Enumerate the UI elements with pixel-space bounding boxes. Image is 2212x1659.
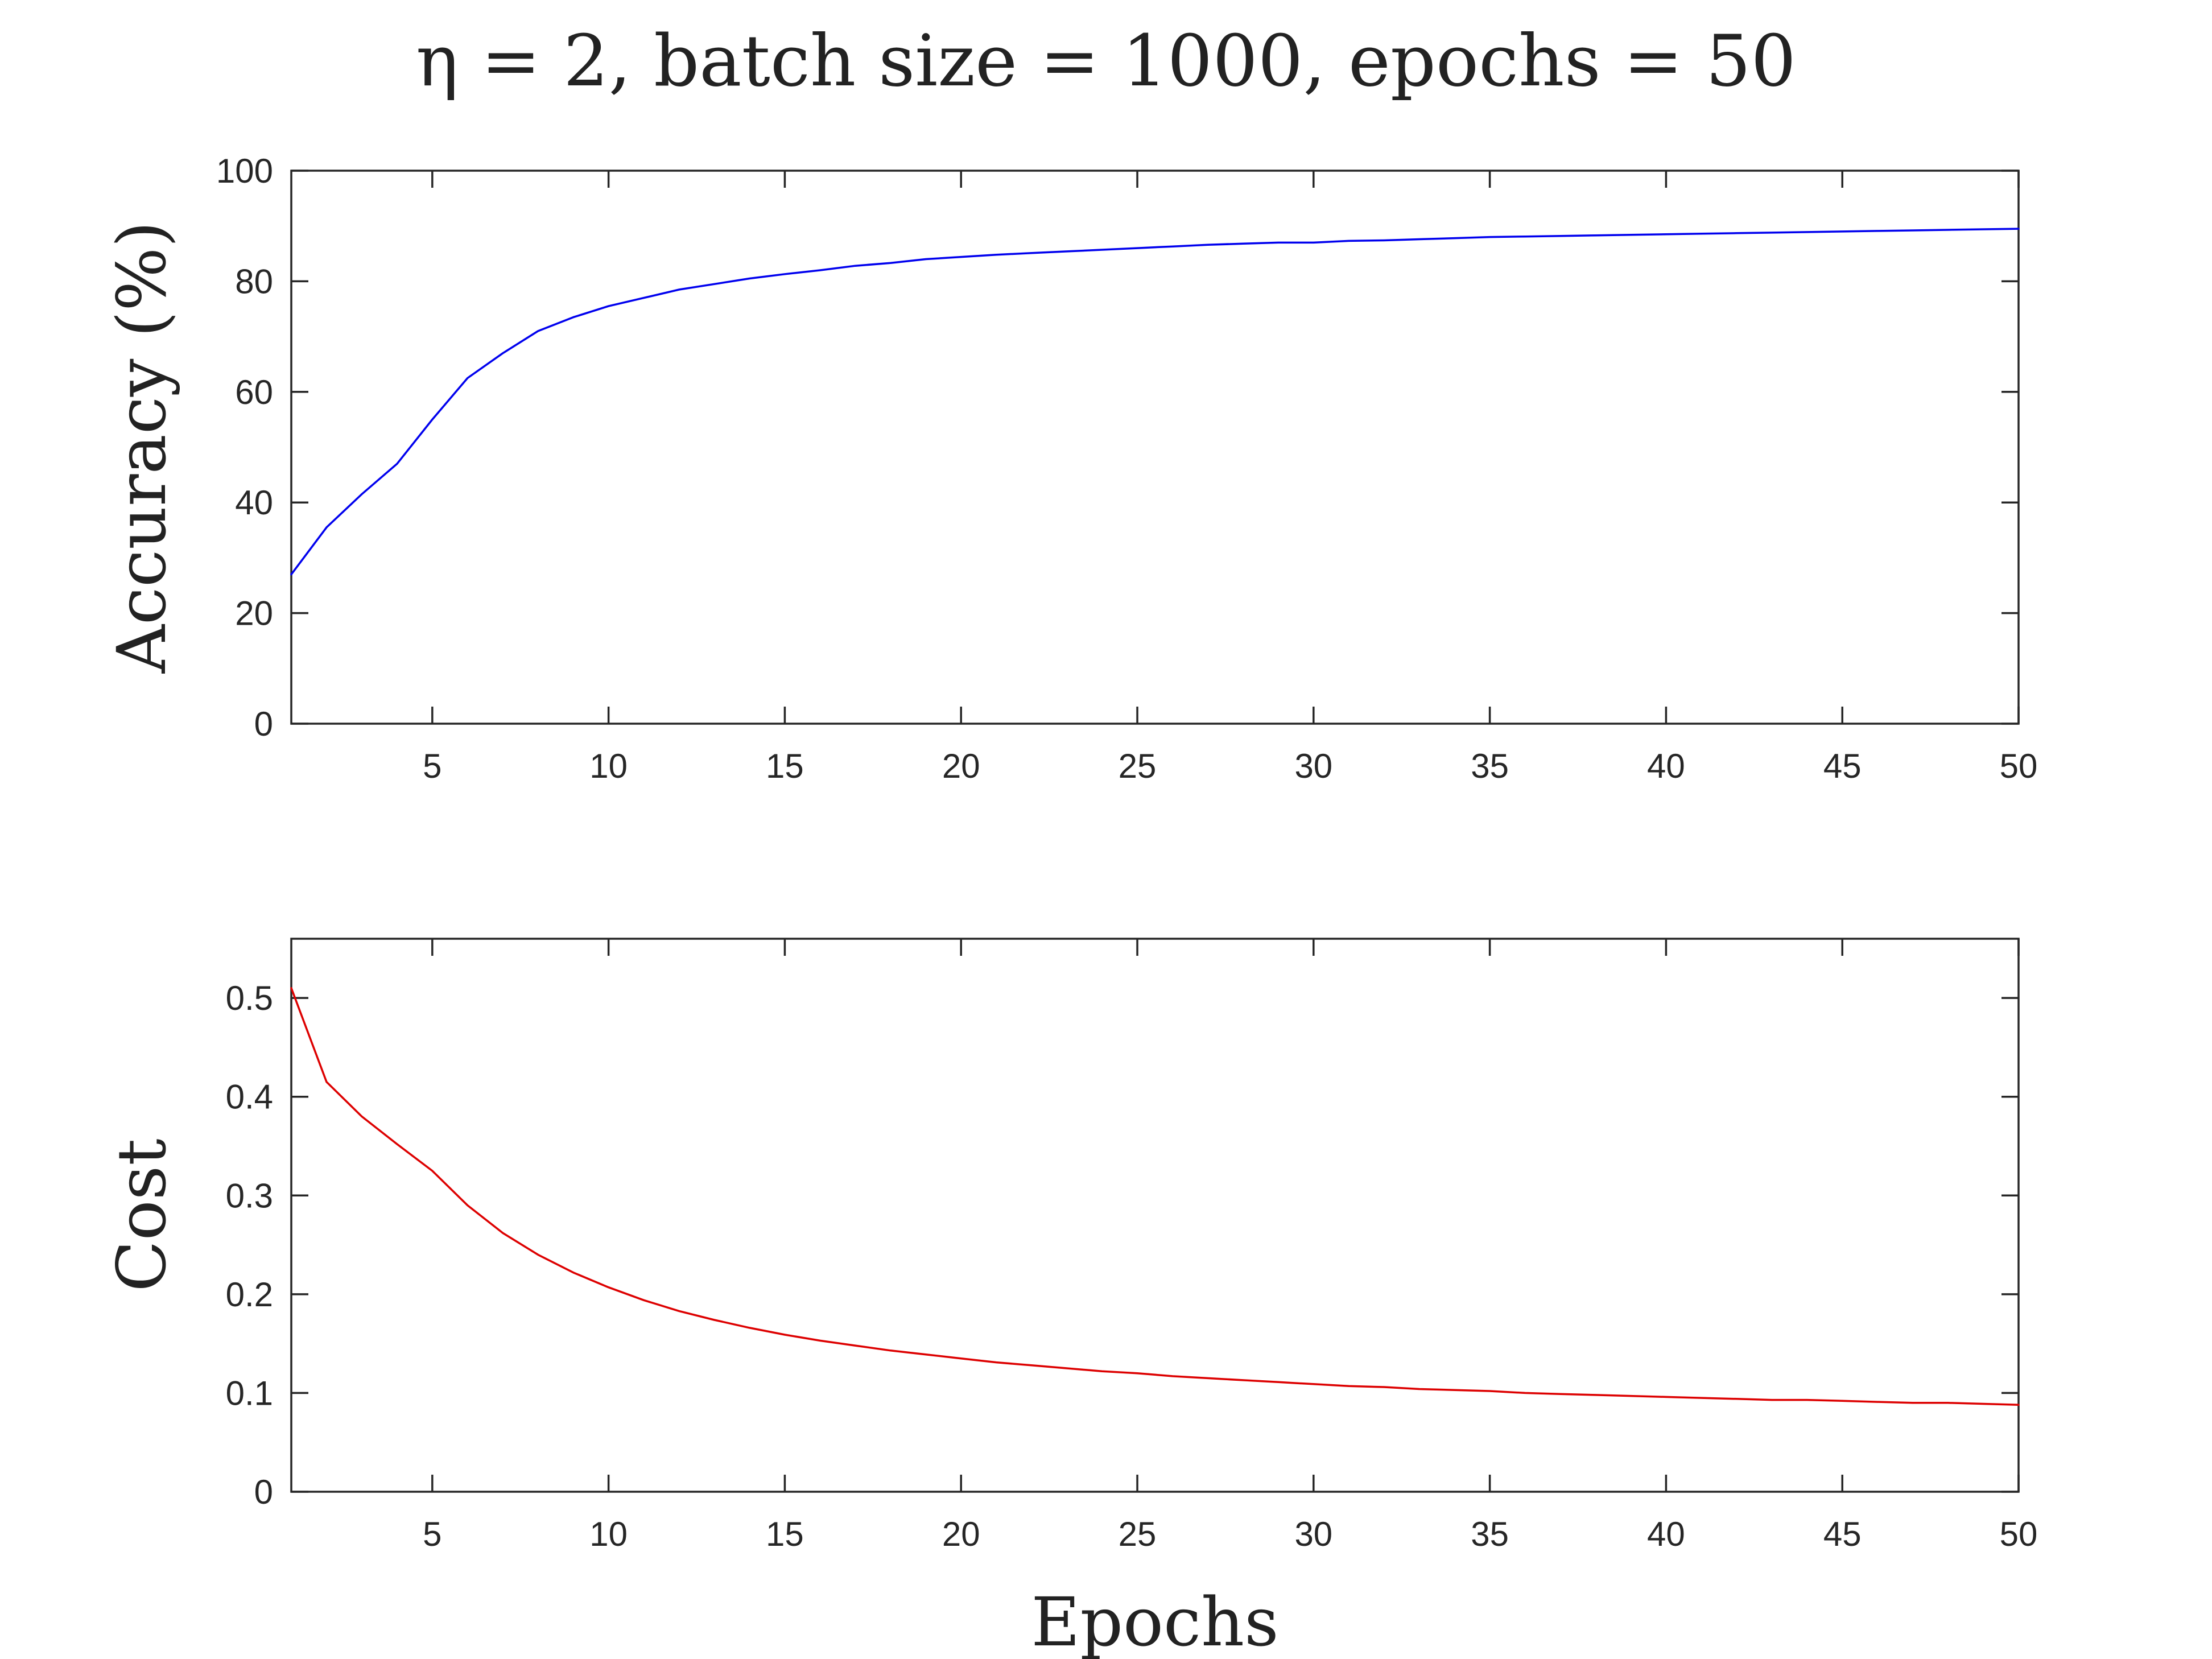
cost-x-tick-label: 20 bbox=[942, 1515, 980, 1553]
cost-y-tick-label: 0.4 bbox=[226, 1078, 273, 1116]
cost-x-tick-label: 45 bbox=[1823, 1515, 1862, 1553]
cost-x-tick-label: 15 bbox=[766, 1515, 804, 1553]
cost-x-tick-label: 30 bbox=[1294, 1515, 1332, 1553]
figure-title: η = 2, batch size = 1000, epochs = 50 bbox=[416, 20, 1796, 102]
accuracy-y-axis-label: Accuracy (%) bbox=[102, 221, 181, 674]
cost-y-tick-label: 0.2 bbox=[226, 1276, 273, 1314]
accuracy-x-tick-label: 40 bbox=[1647, 747, 1685, 785]
accuracy-y-tick-label: 80 bbox=[235, 262, 273, 300]
accuracy-x-tick-label: 50 bbox=[2000, 747, 2038, 785]
accuracy-x-tick-label: 35 bbox=[1471, 747, 1509, 785]
cost-x-tick-label: 35 bbox=[1471, 1515, 1509, 1553]
accuracy-series-line bbox=[290, 228, 2020, 576]
accuracy-y-tick-label: 40 bbox=[235, 484, 273, 522]
accuracy-x-tick-label: 25 bbox=[1119, 747, 1157, 785]
cost-y-axis-label: Cost bbox=[102, 1138, 181, 1291]
accuracy-x-tick-label: 30 bbox=[1294, 747, 1332, 785]
cost-x-tick-label: 10 bbox=[589, 1515, 628, 1553]
cost-axes-box bbox=[290, 938, 2020, 1493]
cost-x-axis-label: Epochs bbox=[1031, 1583, 1278, 1659]
accuracy-axes-box bbox=[290, 170, 2020, 725]
accuracy-x-tick-label: 45 bbox=[1823, 747, 1862, 785]
cost-y-tick-label: 0.5 bbox=[226, 979, 273, 1017]
accuracy-y-tick-label: 100 bbox=[216, 152, 273, 190]
cost-series-line bbox=[290, 987, 2020, 1406]
cost-x-tick-label: 25 bbox=[1119, 1515, 1157, 1553]
cost-y-tick-label: 0 bbox=[254, 1473, 273, 1511]
cost-plot: 5 10 15 20 25 30 35 40 45 50 0 0.1 0.2 0.3 0.4 0.5 Cost E… bbox=[102, 938, 2038, 1659]
accuracy-y-tick-label: 60 bbox=[235, 373, 273, 411]
cost-y-tick-label: 0.1 bbox=[226, 1374, 273, 1412]
accuracy-x-tick-label: 15 bbox=[766, 747, 804, 785]
accuracy-plot: 5 10 15 20 25 30 35 40 45 50 0 20 40 60 80 100 Accuracy … bbox=[102, 152, 2037, 785]
cost-x-tick-label: 50 bbox=[2000, 1515, 2038, 1553]
cost-y-tick-label: 0.3 bbox=[226, 1177, 273, 1215]
cost-x-tick-label: 5 bbox=[423, 1515, 441, 1553]
accuracy-x-tick-label: 20 bbox=[942, 747, 980, 785]
accuracy-y-tick-label: 0 bbox=[254, 705, 273, 743]
accuracy-x-tick-label: 10 bbox=[589, 747, 628, 785]
cost-x-tick-label: 40 bbox=[1647, 1515, 1685, 1553]
accuracy-x-tick-label: 5 bbox=[423, 747, 441, 785]
accuracy-y-tick-label: 20 bbox=[235, 595, 273, 633]
